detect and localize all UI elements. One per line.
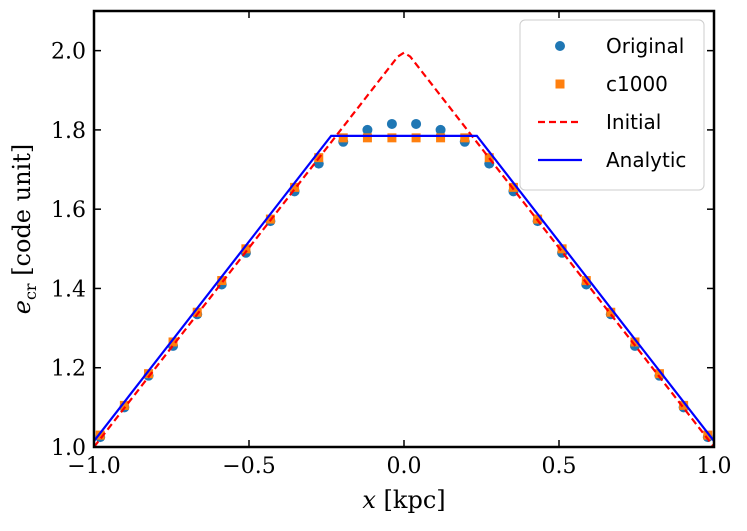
y-tick-label: 2.0 <box>51 40 86 65</box>
legend-label-analytic: Analytic <box>606 148 686 172</box>
series-line-analytic <box>93 134 715 442</box>
legend-marker-c1000 <box>555 79 565 89</box>
data-point-c1000 <box>362 133 372 143</box>
axis-ticks: −1.0 −0.5 0.0 0.5 1.0 1.0 1.2 1.4 1.6 1.8 2.0 <box>51 11 732 479</box>
data-point-c1000 <box>679 400 689 410</box>
data-point-c1000 <box>581 276 591 286</box>
data-point-c1000 <box>654 369 664 379</box>
legend-box <box>519 19 705 191</box>
data-point-original <box>362 124 373 135</box>
x-axis-variable: x <box>362 486 376 514</box>
data-point-c1000 <box>192 307 202 317</box>
data-point-c1000 <box>95 430 105 440</box>
data-point-c1000 <box>290 182 300 192</box>
y-tick-label: 1.4 <box>51 277 86 302</box>
y-tick-label: 1.8 <box>51 119 86 144</box>
legend: Original c1000 Initial Analytic <box>519 19 705 191</box>
data-point-original <box>411 118 422 129</box>
x-tick-label: 1.0 <box>697 454 732 479</box>
data-point-c1000 <box>703 430 713 440</box>
y-axis-variable: e <box>8 300 36 314</box>
x-tick-label: 0.5 <box>542 454 577 479</box>
data-point-c1000 <box>338 133 348 143</box>
data-point-c1000 <box>484 153 494 163</box>
data-point-original <box>386 118 397 129</box>
data-point-c1000 <box>144 369 154 379</box>
x-tick-label: −0.5 <box>222 454 275 479</box>
data-point-c1000 <box>436 133 446 143</box>
legend-label-original: Original <box>606 34 684 58</box>
x-tick-label: −1.0 <box>67 454 120 479</box>
data-point-c1000 <box>557 244 567 254</box>
data-point-c1000 <box>217 276 227 286</box>
x-tick-label: 0.0 <box>387 454 422 479</box>
data-point-c1000 <box>508 182 518 192</box>
data-point-c1000 <box>119 400 129 410</box>
y-tick-label: 1.6 <box>51 198 86 223</box>
y-tick-label: 1.0 <box>51 436 86 461</box>
legend-label-initial: Initial <box>606 110 661 134</box>
data-point-c1000 <box>411 133 421 143</box>
data-point-original <box>435 124 446 135</box>
x-axis-unit: [kpc] <box>384 486 446 514</box>
y-axis-unit: [code unit] <box>8 144 36 284</box>
plot-area <box>93 51 715 448</box>
data-point-c1000 <box>606 307 616 317</box>
legend-label-c1000: c1000 <box>606 72 668 96</box>
data-point-c1000 <box>387 133 397 143</box>
y-axis-subscript: cr <box>21 283 40 300</box>
series-line-initial <box>93 51 715 448</box>
y-axis-title: ecr [code unit] <box>8 144 40 315</box>
data-point-c1000 <box>168 337 178 347</box>
data-point-c1000 <box>630 337 640 347</box>
legend-marker-original <box>555 41 565 51</box>
data-point-c1000 <box>241 244 251 254</box>
x-axis-title: x [kpc] <box>362 486 445 514</box>
data-point-c1000 <box>460 133 470 143</box>
y-tick-label: 1.2 <box>51 357 86 382</box>
